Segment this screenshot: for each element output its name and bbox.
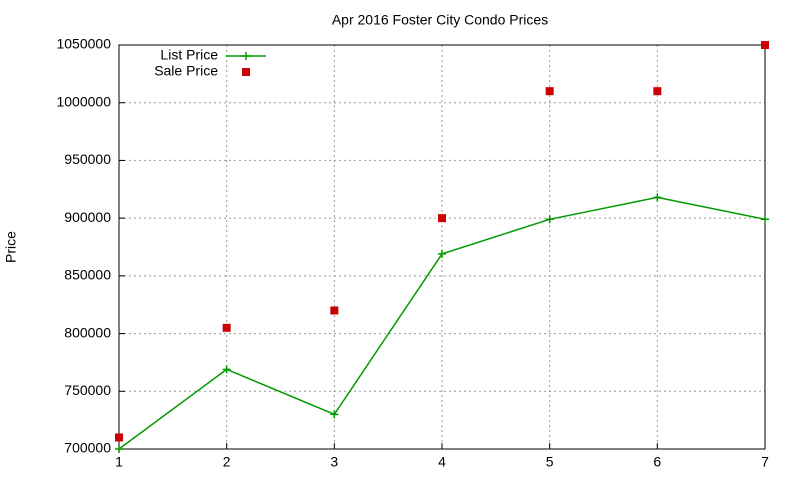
data-point (115, 445, 123, 453)
data-point (438, 214, 446, 223)
y-tick-label: 1000000 (56, 93, 111, 109)
y-tick-label: 900000 (64, 209, 111, 225)
y-tick-label: 700000 (64, 440, 111, 456)
chart-title: Apr 2016 Foster City Condo Prices (332, 12, 548, 28)
data-point (115, 433, 123, 442)
y-tick-label: 750000 (64, 382, 111, 398)
legend-label: Sale Price (154, 63, 218, 79)
y-axis-label: Price (3, 231, 19, 263)
data-point (330, 306, 339, 315)
x-tick-label: 2 (223, 454, 231, 470)
legend-marker (242, 68, 250, 76)
data-point (222, 323, 231, 332)
x-tick-label: 5 (546, 454, 554, 470)
y-tick-label: 800000 (64, 324, 111, 340)
data-point (545, 215, 554, 224)
data-point (653, 193, 662, 202)
y-tick-label: 950000 (64, 151, 111, 167)
y-tick-label: 850000 (64, 267, 111, 283)
legend-label: List Price (160, 47, 218, 63)
plot-frame (118, 44, 766, 450)
data-point (222, 365, 231, 374)
data-point (761, 215, 769, 224)
x-tick-label: 6 (653, 454, 661, 470)
data-point (438, 249, 446, 258)
x-tick-label: 4 (438, 454, 446, 470)
legend-marker (242, 52, 250, 60)
data-point (545, 87, 554, 96)
data-point (761, 41, 769, 49)
x-tick-label: 3 (330, 454, 338, 470)
data-point (330, 410, 339, 419)
x-tick-label: 7 (761, 454, 769, 470)
y-tick-label: 1050000 (56, 36, 111, 52)
x-tick-label: 1 (115, 454, 123, 470)
data-point (653, 87, 662, 96)
